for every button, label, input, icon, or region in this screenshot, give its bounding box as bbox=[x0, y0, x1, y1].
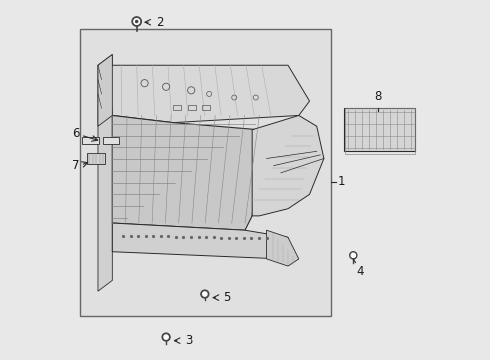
Text: 7: 7 bbox=[72, 159, 79, 172]
Circle shape bbox=[136, 21, 138, 23]
Bar bbox=[188, 105, 196, 110]
Polygon shape bbox=[252, 116, 324, 216]
Circle shape bbox=[350, 252, 357, 259]
Circle shape bbox=[201, 290, 209, 298]
Polygon shape bbox=[82, 137, 99, 144]
Bar bbox=[87, 153, 105, 164]
Circle shape bbox=[351, 253, 355, 257]
Text: 8: 8 bbox=[375, 90, 382, 103]
Circle shape bbox=[134, 19, 140, 24]
Polygon shape bbox=[112, 116, 259, 230]
Bar bbox=[80, 30, 331, 316]
Bar bbox=[202, 105, 210, 110]
Circle shape bbox=[162, 333, 170, 341]
Polygon shape bbox=[98, 54, 112, 126]
Bar bbox=[173, 105, 181, 110]
Text: 5: 5 bbox=[223, 291, 231, 304]
Text: 6: 6 bbox=[72, 127, 79, 140]
Circle shape bbox=[164, 335, 168, 339]
Polygon shape bbox=[109, 65, 310, 123]
Text: 1: 1 bbox=[338, 175, 345, 188]
Text: 3: 3 bbox=[185, 334, 193, 347]
Bar bbox=[343, 108, 416, 151]
Circle shape bbox=[132, 17, 141, 26]
Text: 2: 2 bbox=[156, 16, 164, 29]
Polygon shape bbox=[102, 137, 120, 144]
Polygon shape bbox=[267, 230, 299, 266]
Circle shape bbox=[203, 292, 207, 296]
Polygon shape bbox=[98, 54, 112, 291]
Polygon shape bbox=[112, 223, 288, 259]
Bar bbox=[345, 108, 416, 154]
Text: 4: 4 bbox=[356, 265, 364, 278]
